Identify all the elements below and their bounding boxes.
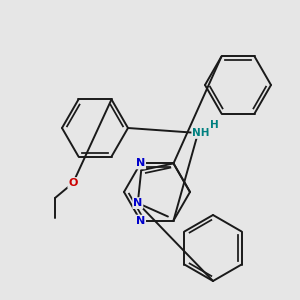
Text: N: N	[133, 198, 142, 208]
Text: NH: NH	[192, 128, 210, 138]
Text: O: O	[68, 178, 78, 188]
Text: N: N	[136, 216, 145, 226]
Text: H: H	[210, 120, 218, 130]
Text: N: N	[136, 158, 145, 168]
